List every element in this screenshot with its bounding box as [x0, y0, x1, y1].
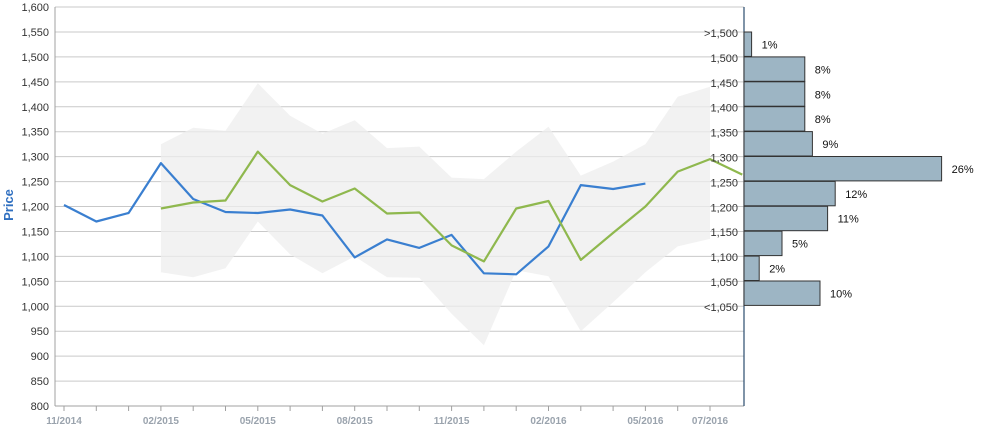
dist-percent-label: 12%: [845, 189, 867, 201]
dist-bin-label: <1,050: [704, 302, 738, 314]
y-tick-label: 1,050: [21, 276, 49, 288]
dist-percent-label: 1%: [762, 40, 778, 52]
y-tick-label: 1,400: [21, 102, 49, 114]
dist-bin-label: 1,350: [710, 128, 738, 140]
y-tick-label: 1,350: [21, 127, 49, 139]
y-tick-label: 800: [31, 401, 49, 413]
y-axis-ticks: 800 850 900 950 1,000 1,050 1,100 1,150 1,200 1,2…: [21, 2, 49, 413]
dist-percent-label: 2%: [769, 264, 785, 276]
forecast-band: [160, 83, 710, 346]
dist-bin-label: 1,200: [710, 202, 738, 214]
dist-bin-label: 1,250: [710, 177, 738, 189]
x-tick-label: 05/2016: [627, 416, 664, 427]
dist-bin-label: 1,100: [710, 252, 738, 264]
dist-bar: [743, 280, 821, 306]
x-tick-label: 11/2015: [434, 416, 470, 427]
y-tick-label: 1,600: [21, 2, 49, 14]
series-line-2: [160, 150, 743, 263]
dist-percent-label: 8%: [815, 64, 831, 76]
dist-bar: [743, 56, 806, 82]
confidence-band: [160, 83, 710, 346]
y-axis-title: Price: [1, 189, 16, 221]
dist-percent-label: 26%: [952, 164, 974, 176]
y-tick-label: 1,550: [21, 27, 49, 39]
y-tick-label: 1,250: [21, 177, 49, 189]
dist-bin-label: 1,400: [710, 103, 738, 115]
dist-bar: [743, 205, 829, 232]
x-tick-label: 02/2015: [143, 416, 180, 427]
y-tick-label: 950: [31, 326, 49, 338]
x-tick-label: 05/2015: [240, 416, 277, 427]
y-tick-label: 900: [31, 351, 49, 363]
dist-bar: [743, 180, 836, 207]
dist-bin-label: >1,500: [704, 28, 738, 40]
y-tick-label: 850: [31, 376, 49, 388]
y-tick-label: 1,200: [21, 202, 49, 214]
dist-bin-label: 1,050: [710, 277, 738, 289]
dist-percent-label: 8%: [815, 89, 831, 101]
dist-percent-label: 9%: [822, 139, 838, 151]
dist-percent-label: 8%: [815, 114, 831, 126]
dist-percent-label: 5%: [792, 239, 808, 251]
dist-bar: [743, 156, 943, 182]
y-tick-label: 1,150: [21, 226, 49, 238]
x-axis-ticks: 11/2014 02/2015 05/2015 08/2015 11/2015 02/20…: [46, 406, 729, 427]
y-tick-label: 1,100: [21, 251, 49, 263]
y-tick-label: 1,500: [21, 52, 49, 64]
dist-percent-label: 10%: [830, 288, 852, 300]
dist-bar: [743, 106, 806, 132]
dist-bin-label: 1,300: [710, 153, 738, 165]
dist-bar: [743, 230, 783, 257]
x-tick-label: 07/2016: [692, 416, 729, 427]
price-series: [63, 150, 743, 276]
dist-bar: [743, 255, 760, 282]
dist-bin-label: 1,150: [710, 227, 738, 239]
dist-bar: [743, 131, 813, 157]
y-tick-label: 1,450: [21, 77, 49, 89]
dist-percent-label: 11%: [838, 214, 859, 226]
dist-bar: [743, 81, 806, 107]
y-tick-label: 1,000: [21, 301, 49, 313]
series-line-1: [63, 162, 646, 276]
dist-bar: [743, 31, 753, 57]
y-tick-label: 1,300: [21, 152, 49, 164]
dist-bin-label: 1,500: [710, 53, 738, 65]
x-tick-label: 08/2015: [337, 416, 374, 427]
x-tick-label: 11/2014: [46, 416, 82, 427]
x-tick-label: 02/2016: [530, 416, 567, 427]
dist-bin-label: 1,450: [710, 78, 738, 90]
distribution-histogram: >1,500 1% 1,500 8% 1,450 8% 1,400 8% 1,350 9% 1,30…: [704, 28, 974, 314]
